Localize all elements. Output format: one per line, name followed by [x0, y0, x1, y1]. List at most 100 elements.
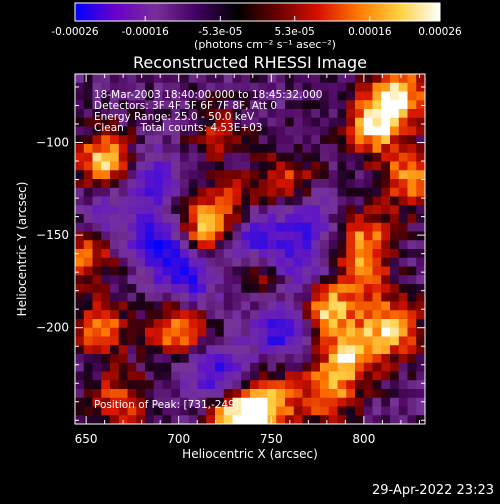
image-pixel [267, 187, 277, 197]
image-pixel [153, 222, 163, 232]
image-pixel [197, 74, 207, 84]
image-pixel [180, 266, 190, 276]
image-pixel [346, 371, 356, 381]
image-pixel [355, 354, 365, 364]
image-pixel [276, 214, 286, 224]
image-pixel [101, 205, 111, 215]
image-pixel [372, 144, 382, 154]
image-pixel [223, 222, 233, 232]
image-pixel [390, 214, 400, 224]
image-pixel [398, 205, 408, 215]
image-pixel [101, 406, 111, 416]
image-pixel [162, 284, 172, 294]
image-pixel [302, 117, 312, 127]
image-pixel [293, 380, 303, 390]
image-pixel [215, 292, 225, 302]
image-pixel [337, 362, 347, 372]
image-pixel [232, 380, 242, 390]
image-pixel [337, 205, 347, 215]
image-pixel [206, 74, 216, 84]
image-pixel [355, 91, 365, 101]
image-pixel [293, 144, 303, 154]
image-pixel [232, 117, 242, 127]
image-pixel [328, 389, 338, 399]
image-pixel [215, 222, 225, 232]
image-pixel [363, 266, 373, 276]
image-pixel [101, 82, 111, 92]
image-pixel [267, 275, 277, 285]
image-pixel [118, 100, 128, 110]
image-pixel [381, 240, 391, 250]
image-pixel [136, 126, 146, 136]
image-pixel [145, 240, 155, 250]
image-pixel [363, 310, 373, 320]
image-pixel [180, 415, 190, 424]
image-pixel [311, 161, 321, 171]
image-pixel [83, 109, 93, 119]
image-pixel [293, 170, 303, 180]
image-pixel [101, 266, 111, 276]
image-pixel [110, 161, 120, 171]
image-pixel [180, 91, 190, 101]
image-pixel [320, 284, 330, 294]
image-pixel [293, 222, 303, 232]
image-pixel [118, 170, 128, 180]
image-pixel [197, 205, 207, 215]
image-pixel [145, 214, 155, 224]
image-pixel [346, 170, 356, 180]
image-pixel [162, 336, 172, 346]
image-pixel [320, 170, 330, 180]
image-pixel [363, 275, 373, 285]
image-pixel [381, 319, 391, 329]
image-pixel [136, 117, 146, 127]
image-pixel [416, 310, 425, 320]
image-pixel [162, 327, 172, 337]
image-pixel [180, 117, 190, 127]
image-pixel [136, 82, 146, 92]
image-pixel [180, 327, 190, 337]
image-pixel [258, 179, 268, 189]
image-pixel [276, 100, 286, 110]
image-pixel [101, 415, 111, 424]
image-pixel [267, 301, 277, 311]
image-pixel [153, 109, 163, 119]
image-pixel [302, 389, 312, 399]
image-pixel [407, 135, 417, 145]
image-pixel [328, 82, 338, 92]
image-pixel [197, 144, 207, 154]
image-pixel [162, 319, 172, 329]
image-pixel [372, 389, 382, 399]
image-pixel [267, 415, 277, 424]
image-pixel [232, 406, 242, 416]
image-pixel [110, 336, 120, 346]
image-pixel [118, 161, 128, 171]
image-pixel [346, 345, 356, 355]
image-pixel [381, 406, 391, 416]
image-pixel [101, 170, 111, 180]
annotation-total-counts: Clean Total counts: 4.53E+03 [94, 122, 263, 134]
image-pixel [250, 284, 260, 294]
image-pixel [320, 196, 330, 206]
image-pixel [197, 362, 207, 372]
image-pixel [162, 214, 172, 224]
image-pixel [241, 292, 251, 302]
image-pixel [162, 82, 172, 92]
image-pixel [206, 91, 216, 101]
image-pixel [232, 231, 242, 241]
image-pixel [92, 345, 102, 355]
image-pixel [311, 82, 321, 92]
image-pixel [171, 380, 181, 390]
image-pixel [153, 301, 163, 311]
image-pixel [320, 144, 330, 154]
image-pixel [197, 222, 207, 232]
image-pixel [416, 161, 425, 171]
image-pixel [372, 152, 382, 162]
image-pixel [337, 371, 347, 381]
image-pixel [188, 249, 198, 259]
image-pixel [293, 266, 303, 276]
image-pixel [83, 214, 93, 224]
image-pixel [75, 179, 85, 189]
image-pixel [145, 257, 155, 267]
image-pixel [92, 161, 102, 171]
image-pixel [407, 257, 417, 267]
